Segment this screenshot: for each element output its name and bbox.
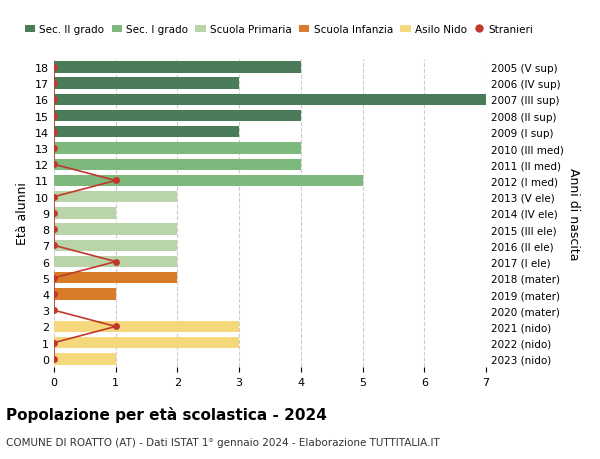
- Bar: [54, 191, 178, 203]
- Bar: [54, 78, 239, 90]
- Y-axis label: Anni di nascita: Anni di nascita: [568, 167, 580, 260]
- Bar: [54, 353, 116, 365]
- Bar: [54, 127, 239, 138]
- Bar: [54, 240, 178, 252]
- Bar: [54, 321, 239, 332]
- Bar: [54, 224, 178, 235]
- Bar: [54, 159, 301, 171]
- Bar: [54, 111, 301, 122]
- Text: Popolazione per età scolastica - 2024: Popolazione per età scolastica - 2024: [6, 406, 327, 422]
- Y-axis label: Età alunni: Età alunni: [16, 182, 29, 245]
- Text: COMUNE DI ROATTO (AT) - Dati ISTAT 1° gennaio 2024 - Elaborazione TUTTITALIA.IT: COMUNE DI ROATTO (AT) - Dati ISTAT 1° ge…: [6, 437, 440, 447]
- Bar: [54, 62, 301, 73]
- Bar: [54, 143, 301, 154]
- Bar: [54, 208, 116, 219]
- Bar: [54, 175, 362, 187]
- Bar: [54, 256, 178, 268]
- Bar: [54, 289, 116, 300]
- Bar: [54, 95, 486, 106]
- Legend: Sec. II grado, Sec. I grado, Scuola Primaria, Scuola Infanzia, Asilo Nido, Stran: Sec. II grado, Sec. I grado, Scuola Prim…: [25, 25, 533, 35]
- Bar: [54, 273, 178, 284]
- Bar: [54, 337, 239, 348]
